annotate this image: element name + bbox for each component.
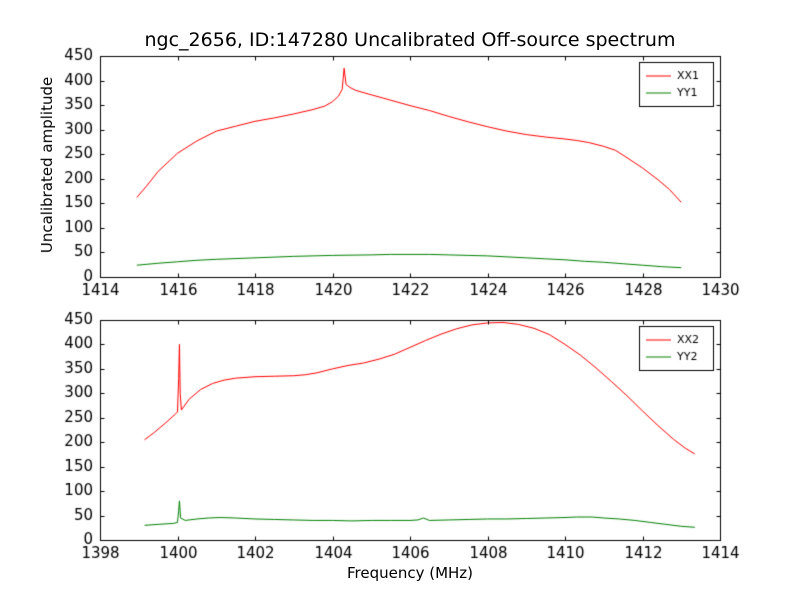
y-axis-label: Uncalibrated amplitude [38,76,56,254]
x-axis-label: Frequency (MHz) [346,564,474,582]
chart-title: ngc_2656, ID:147280 Uncalibrated Off-sou… [144,29,676,51]
